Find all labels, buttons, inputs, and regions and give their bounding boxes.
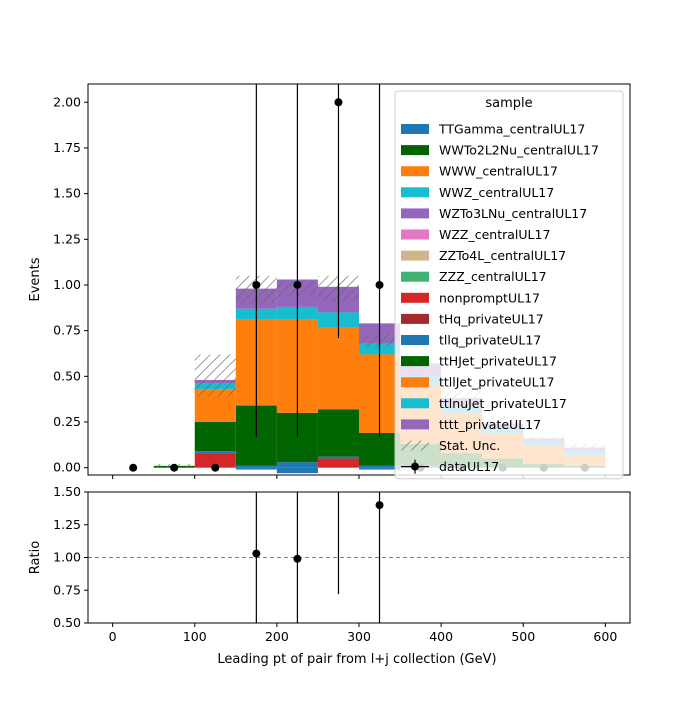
data-point-3 (252, 280, 261, 289)
ratio-y-axis-label: Ratio (28, 541, 43, 574)
data-point-6 (375, 280, 384, 289)
legend-swatch-WZTo3LNu_centralUL17 (401, 208, 429, 219)
y-tick-label: 1.00 (53, 277, 81, 292)
legend-swatch-tHq_privateUL17 (401, 313, 429, 324)
bar-tllq_privateUL17-bin-6 (359, 465, 401, 468)
stat-unc-bin-2 (194, 354, 236, 397)
legend-label: TTGamma_centralUL17 (438, 122, 585, 137)
bar-TTGamma_centralUL17-bin-3 (235, 467, 277, 470)
y-tick-label: 0.75 (53, 323, 81, 338)
legend-label: WWZ_centralUL17 (439, 185, 554, 200)
y-axis-label: Events (28, 257, 43, 301)
series-nonpromptUL17 (194, 453, 359, 468)
legend-swatch-stat-unc (401, 440, 429, 451)
ratio-point-0 (252, 549, 261, 558)
ratio-frame (87, 491, 631, 624)
legend-data-marker (411, 462, 419, 471)
x-tick-label: 200 (265, 629, 289, 644)
legend-swatch-ttHJet_privateUL17 (401, 356, 429, 367)
legend-label: Stat. Unc. (439, 438, 500, 453)
bar-TTGamma_centralUL17-bin-6 (359, 467, 401, 470)
data-point-0 (129, 463, 138, 472)
bar-ttllJet_privateUL17-bin-5 (317, 327, 359, 410)
legend-swatch-ZZZ_centralUL17 (401, 271, 429, 282)
x-tick-label: 0 (109, 629, 117, 644)
bar-ttHJet_privateUL17-bin-6 (359, 432, 401, 466)
legend-swatch-ttlnuJet_privateUL17 (401, 398, 429, 409)
legend-label: tllq_privateUL17 (439, 333, 541, 348)
ratio-y-tick-label: 0.50 (53, 615, 81, 630)
bar-nonpromptUL17-bin-5 (317, 458, 359, 468)
data-point-5 (334, 98, 343, 107)
legend-label: ZZTo4L_centralUL17 (439, 248, 566, 263)
ratio-y-tick-label: 1.50 (53, 484, 81, 499)
legend-swatch-tttt_privateUL17 (401, 419, 429, 430)
bar-nonpromptUL17-bin-2 (194, 453, 236, 468)
legend-title: sample (485, 96, 532, 111)
bar-tllq_privateUL17-bin-3 (235, 465, 277, 468)
legend-label: ZZZ_centralUL17 (439, 269, 547, 284)
legend-label: WWW_centralUL17 (439, 164, 558, 179)
legend-label: ttllJet_privateUL17 (439, 375, 555, 390)
y-tick-label: 1.50 (53, 186, 81, 201)
x-axis-label: Leading pt of pair from l+j collection (… (217, 652, 496, 667)
bar-tllq_privateUL17-bin-2 (194, 451, 236, 454)
x-tick-label: 500 (511, 629, 535, 644)
main-panel: 0.00 0.25 0.50 0.75 1.00 1.25 1.50 1.75 2.00 Even… (28, 83, 631, 480)
data-point-2 (211, 463, 220, 472)
ratio-y-tick-label: 0.75 (53, 582, 81, 597)
x-tick-label: 600 (593, 629, 617, 644)
bar-ttHJet_privateUL17-bin-5 (317, 409, 359, 457)
legend-label: tHq_privateUL17 (439, 311, 544, 326)
legend-swatch-WWW_centralUL17 (401, 166, 429, 177)
legend-label: nonpromptUL17 (439, 290, 540, 305)
ratio-point-1 (293, 554, 302, 563)
legend-swatch-ttllJet_privateUL17 (401, 377, 429, 388)
y-tick-label: 1.25 (53, 231, 81, 246)
legend-label: WZZ_centralUL17 (439, 227, 550, 242)
legend-swatch-WZZ_centralUL17 (401, 229, 429, 240)
legend-box (394, 90, 624, 480)
bar-TTGamma_centralUL17-bin-4 (276, 467, 318, 474)
bar-tllq_privateUL17-bin-5 (317, 456, 359, 459)
legend-swatch-tllq_privateUL17 (401, 335, 429, 345)
legend-swatch-WWTo2L2Nu_centralUL17 (401, 145, 429, 156)
legend-label: WZTo3LNu_centralUL17 (439, 206, 587, 221)
ratio-panel: 0.50 0.75 1.00 1.25 1.50 0 100 200 300 400 500 600 R… (28, 484, 631, 667)
legend-swatch-ZZTo4L_centralUL17 (401, 250, 429, 261)
data-point-4 (293, 280, 302, 289)
x-tick-label: 300 (347, 629, 371, 644)
legend-swatch-nonpromptUL17 (401, 292, 429, 303)
y-tick-label: 0.00 (53, 460, 81, 475)
legend-label: ttlnuJet_privateUL17 (439, 396, 567, 411)
legend-label: WWTo2L2Nu_centralUL17 (439, 143, 599, 158)
x-tick-label: 100 (183, 629, 207, 644)
bar-tllq_privateUL17-bin-4 (276, 462, 318, 468)
ratio-y-tick-label: 1.25 (53, 517, 81, 532)
x-tick-label: 400 (429, 629, 453, 644)
ratio-plot-area (88, 492, 630, 623)
legend-label: dataUL17 (439, 459, 499, 474)
y-tick-label: 0.25 (53, 414, 81, 429)
ratio-point-3 (375, 501, 384, 510)
legend-label: tttt_privateUL17 (439, 417, 541, 432)
ratio-y-tick-label: 1.00 (53, 550, 81, 565)
bar-ttHJet_privateUL17-bin-2 (194, 422, 236, 452)
y-tick-label: 0.50 (53, 368, 81, 383)
data-point-1 (170, 463, 179, 472)
series-TTGamma_centralUL17 (235, 467, 401, 474)
y-tick-label: 1.75 (53, 140, 81, 155)
y-tick-label: 2.00 (53, 94, 81, 109)
legend-label: ttHJet_privateUL17 (439, 354, 557, 369)
legend-swatch-TTGamma_centralUL17 (401, 124, 429, 134)
legend-swatch-WWZ_centralUL17 (401, 187, 429, 198)
legend: sample TTGamma_centralUL17 WWTo2L2Nu_centr… (394, 90, 624, 480)
